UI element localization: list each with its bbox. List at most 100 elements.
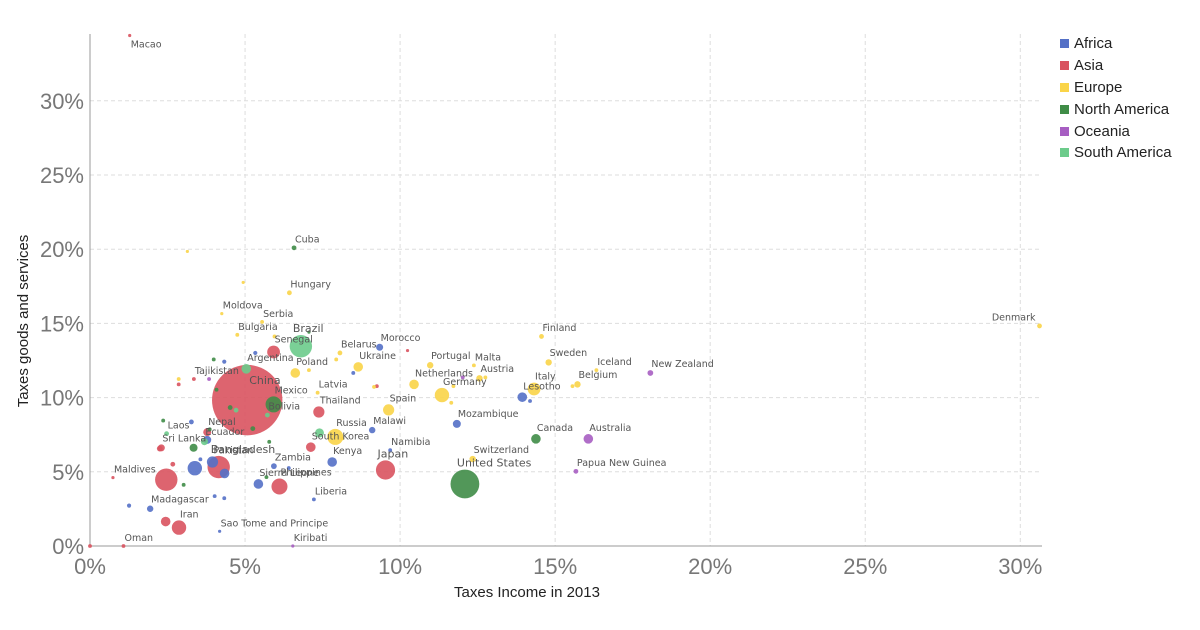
data-point [271, 478, 288, 495]
data-point [305, 442, 316, 452]
data-point [368, 426, 376, 434]
point-label: Oman [124, 533, 153, 544]
x-axis-title: Taxes Income in 2013 [454, 584, 600, 601]
data-point [222, 359, 227, 364]
data-point [161, 418, 166, 423]
data-point [375, 460, 396, 480]
data-point [351, 371, 356, 375]
point-label: Netherlands [415, 369, 473, 380]
data-point [222, 496, 227, 501]
point-label: Pakistan [213, 445, 253, 456]
data-point [111, 475, 115, 480]
data-point [291, 245, 297, 251]
data-point [170, 461, 176, 467]
legend-label: South America [1074, 144, 1172, 162]
data-point [227, 405, 233, 410]
point-label: Brazil [293, 322, 324, 335]
data-point [164, 431, 169, 437]
data-point [353, 362, 364, 372]
point-label: Laos [168, 420, 190, 431]
data-point [121, 544, 126, 548]
point-label: Nepal [208, 417, 235, 428]
data-point [176, 377, 181, 381]
x-tick-label: 20% [688, 554, 732, 579]
legend-swatch [1060, 126, 1069, 136]
data-point [220, 311, 224, 316]
data-point [241, 280, 245, 285]
data-point [128, 33, 132, 38]
data-point [452, 419, 461, 428]
data-point [476, 375, 483, 382]
data-point [189, 419, 194, 425]
y-tick-label: 0% [52, 534, 84, 559]
legend-label: Oceania [1074, 122, 1130, 140]
legend-item: Europe [1060, 77, 1172, 99]
data-point [409, 379, 419, 390]
data-point [573, 468, 579, 474]
legend-label: Asia [1074, 57, 1104, 75]
point-label: Morocco [381, 333, 421, 344]
legend-swatch [1060, 82, 1069, 92]
data-point [212, 364, 283, 436]
point-label: China [249, 374, 280, 387]
data-point [647, 370, 654, 376]
data-point [207, 377, 211, 381]
data-point [198, 457, 203, 462]
data-point [241, 364, 252, 374]
y-axis-title: Taxes goods and services [15, 235, 32, 408]
point-label: Latvia [319, 380, 348, 391]
data-point [233, 407, 239, 413]
data-point [214, 387, 219, 392]
data-point [426, 362, 434, 369]
point-label: Sri Lanka [162, 433, 206, 444]
x-tick-label: 0% [74, 554, 106, 579]
data-point [146, 505, 154, 512]
point-label: Mexico [275, 385, 308, 396]
data-point [286, 290, 292, 296]
y-tick-label: 25% [40, 163, 84, 188]
point-label: Malawi [373, 416, 406, 427]
data-point [191, 377, 196, 381]
data-point [570, 384, 575, 389]
data-point [450, 469, 480, 499]
data-point [185, 249, 189, 254]
data-point [176, 382, 181, 387]
axes: 0% 5% 10% 15% 20% 25% 30% 0% 5% 10% 15% 20% 25% 30% [40, 34, 1042, 579]
point-label: Lesotho [523, 381, 560, 392]
legend-item: Africa [1060, 33, 1172, 55]
point-label: Belgium [578, 370, 617, 381]
data-point [372, 384, 376, 389]
point-label: Maldives [114, 465, 156, 476]
data-point [517, 392, 528, 402]
point-label: Philippines [280, 467, 331, 478]
data-point [218, 529, 222, 533]
data-point [250, 426, 256, 432]
point-label: Germany [443, 377, 487, 388]
data-point [483, 375, 488, 380]
legend-swatch [1060, 148, 1069, 158]
data-point [340, 436, 345, 441]
data-point [264, 475, 269, 480]
point-label: Ukraine [359, 351, 396, 362]
point-label: Russia [336, 418, 367, 429]
point-label: Portugal [431, 351, 470, 362]
point-label: Cuba [295, 234, 320, 245]
point-label: Italy [535, 372, 556, 383]
point-label: Bolivia [268, 402, 300, 413]
point-label: Canada [537, 423, 573, 434]
data-point [451, 384, 456, 389]
data-point [383, 404, 395, 416]
data-point [272, 334, 277, 339]
point-label: Malta [475, 352, 501, 363]
point-label: Iceland [597, 357, 631, 368]
data-point [265, 396, 282, 413]
point-label: Sao Tome and Principe [221, 518, 329, 529]
point-label: Mozambique [458, 409, 519, 420]
x-tick-label: 30% [998, 554, 1042, 579]
point-label: Madagascar [151, 495, 209, 506]
legend-swatch [1060, 39, 1069, 49]
point-label: Moldova [223, 301, 263, 312]
point-label: Bangladesh [211, 443, 276, 456]
point-label: Switzerland [474, 445, 529, 456]
legend-swatch [1060, 61, 1069, 71]
